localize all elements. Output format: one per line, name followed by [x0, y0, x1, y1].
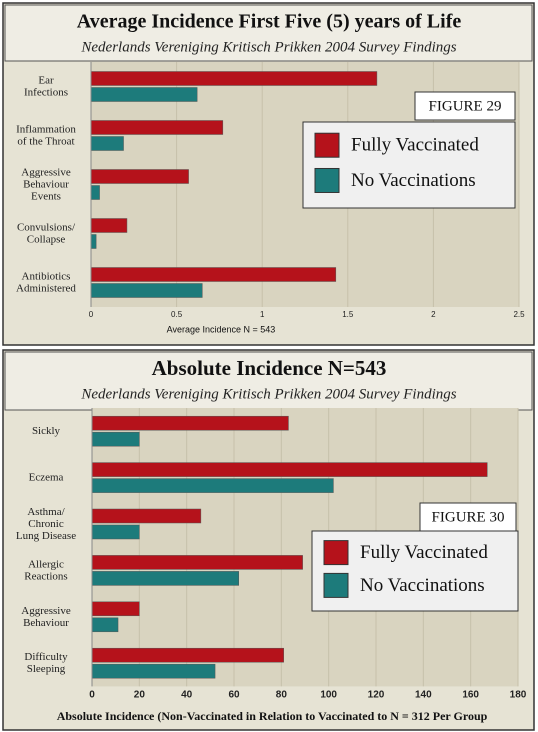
legend-swatch	[323, 540, 349, 566]
bar	[90, 169, 189, 184]
x-tick-label: 160	[462, 690, 479, 701]
figure-label-box	[419, 502, 517, 532]
y-tick-label-line: Behaviour	[23, 616, 69, 628]
legend-label: No Vaccinations	[351, 170, 476, 191]
title-panel	[4, 351, 533, 411]
bar	[90, 185, 100, 200]
bar	[91, 415, 289, 431]
y-tick-label: Inflammation of the Throat	[16, 123, 76, 147]
bar	[90, 218, 128, 233]
x-tick-label: 1	[260, 310, 265, 319]
y-tick-label: Ear Infections	[24, 74, 68, 98]
bar	[91, 462, 488, 477]
legend-label: Fully Vaccinated	[351, 135, 479, 156]
x-tick-label: 100	[320, 690, 337, 701]
y-tick-label-line: Chronic	[28, 518, 64, 530]
y-tick-label-line: Eczema	[29, 471, 64, 483]
y-tick-label-line: Sickly	[32, 425, 61, 437]
x-tick-label: 180	[510, 690, 527, 701]
y-tick-label-line: Collapse	[27, 233, 66, 245]
bar	[90, 71, 378, 86]
y-tick-label-line: Inflammation	[16, 123, 76, 135]
x-axis-label: Absolute Incidence (Non-Vaccinated in Re…	[57, 709, 488, 723]
bar	[91, 431, 140, 447]
bar	[91, 601, 140, 617]
y-tick-label: Aggressive Behaviour	[21, 604, 71, 628]
x-tick-label: 140	[415, 690, 432, 701]
chart-title: Absolute Incidence N=543	[152, 356, 387, 380]
y-tick-label-line: Antibiotics	[22, 270, 71, 282]
y-tick-label: Convulsions/Collapse	[17, 221, 76, 245]
bar	[90, 267, 337, 282]
y-tick-label-line: Aggressive	[21, 166, 71, 178]
title-panel	[4, 4, 533, 62]
bar	[90, 87, 198, 102]
x-tick-label: 0.5	[171, 310, 183, 319]
y-tick-label-line: Administered	[16, 282, 76, 294]
y-tick-label-line: Lung Disease	[16, 530, 76, 542]
y-tick-label-line: Sleeping	[27, 663, 66, 675]
x-tick-label: 0	[89, 690, 95, 701]
y-tick-label-line: Reactions	[24, 570, 67, 582]
x-tick-label: 2	[431, 310, 436, 319]
x-axis-label: Average Incidence N = 543	[167, 324, 276, 334]
legend-label: Fully Vaccinated	[360, 542, 488, 563]
bar	[91, 555, 303, 570]
y-tick-label-line: Allergic	[28, 558, 64, 570]
figure-label: FIGURE 30	[432, 509, 505, 525]
x-tick-label: 2.5	[513, 310, 525, 319]
x-tick-label: 80	[276, 690, 288, 701]
y-tick-label-line: Events	[31, 190, 61, 202]
figure-label-box	[414, 91, 516, 121]
bar	[90, 120, 224, 135]
x-tick-label: 120	[368, 690, 385, 701]
bar	[90, 136, 124, 151]
bar	[91, 571, 239, 586]
chart-subtitle: Nederlands Vereniging Kritisch Prikken 2…	[80, 386, 456, 402]
bar	[90, 234, 97, 249]
y-tick-label-line: Ear	[38, 74, 54, 86]
bar	[91, 508, 202, 524]
legend-label: No Vaccinations	[360, 575, 485, 596]
legend-swatch	[314, 167, 340, 193]
legend-swatch	[323, 572, 349, 598]
y-tick-label: Aggressive Behaviour Events	[21, 166, 71, 202]
y-tick-label: Sickly	[32, 425, 61, 437]
y-tick-label-line: Convulsions/	[17, 221, 76, 233]
y-tick-label: Allergic Reactions	[24, 558, 67, 582]
y-tick-label: Difficulty Sleeping	[24, 651, 68, 675]
y-tick-label-line: of the Throat	[17, 135, 74, 147]
chart-subtitle: Nederlands Vereniging Kritisch Prikken 2…	[80, 39, 456, 55]
bar	[91, 617, 119, 633]
y-tick-label-line: Asthma/	[27, 506, 65, 518]
x-tick-label: 0	[89, 310, 94, 319]
y-tick-label-line: Aggressive	[21, 604, 71, 616]
x-tick-label: 20	[134, 690, 146, 701]
y-tick-label: Eczema	[29, 471, 64, 483]
legend-swatch	[314, 132, 340, 158]
x-tick-label: 1.5	[342, 310, 354, 319]
x-tick-label: 40	[181, 690, 193, 701]
y-tick-label-line: Difficulty	[24, 651, 68, 663]
bar	[91, 524, 140, 540]
y-tick-label-line: Behaviour	[23, 178, 69, 190]
figure-label: FIGURE 29	[429, 98, 502, 114]
x-tick-label: 60	[228, 690, 240, 701]
y-tick-label: Asthma/Chronic Lung Disease	[16, 506, 76, 542]
bar	[91, 478, 334, 493]
bar	[91, 663, 216, 679]
y-tick-label: Antibiotics Administered	[16, 270, 76, 294]
bar	[91, 647, 284, 663]
chart-title: Average Incidence First Five (5) years o…	[77, 11, 462, 33]
y-tick-label-line: Infections	[24, 86, 68, 98]
bar	[90, 283, 203, 298]
